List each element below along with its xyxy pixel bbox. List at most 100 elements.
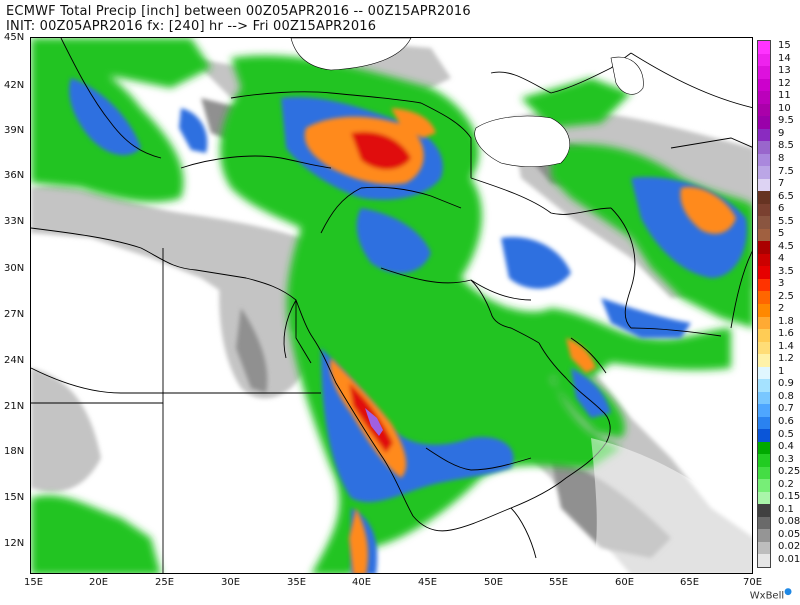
legend-label: 0.1 [778,503,794,515]
legend-swatch [758,253,770,267]
legend-label: 3.5 [778,265,794,277]
legend-swatch [758,91,770,105]
legend-label: 0.6 [778,415,794,427]
legend-label: 7 [778,178,785,190]
legend-label: 11 [778,90,791,102]
legend-swatch [758,479,770,493]
lon-label: 20E [89,577,109,588]
map-canvas [31,38,752,573]
legend-swatch [758,66,770,80]
legend-label: 0.02 [778,541,800,553]
legend-label: 0.15 [778,491,800,503]
lat-label: 18N [4,446,25,457]
legend-swatch [758,153,770,167]
legend-label: 9.5 [778,115,794,127]
legend-swatch [758,128,770,142]
lon-label: 25E [155,577,175,588]
legend-label: 8.5 [778,140,794,152]
lon-label: 65E [680,577,700,588]
lat-label: 30N [4,263,25,274]
legend-swatch [758,304,770,318]
legend-label: 0.4 [778,441,794,453]
lat-label: 39N [4,125,25,136]
legend-label: 8 [778,152,785,164]
legend-label: 12 [778,77,791,89]
lon-label: 35E [287,577,307,588]
legend-label: 2 [778,303,785,315]
legend-label: 2.5 [778,290,794,302]
peak-precip-area [365,408,383,436]
legend-swatch [758,454,770,468]
legend-swatch [758,429,770,443]
legend-label: 0.01 [778,553,800,565]
legend-swatch [758,241,770,255]
legend-label: 0.25 [778,466,800,478]
init-info: INIT: 00Z05APR2016 fx: [240] hr --> Fri … [6,19,377,34]
legend-swatch [758,191,770,205]
legend-swatch [758,53,770,67]
legend-swatch [758,266,770,280]
legend-swatch [758,554,770,568]
lat-label: 12N [4,538,25,549]
legend-swatch [758,291,770,305]
legend-swatch [758,354,770,368]
legend-swatch [758,516,770,530]
legend-swatch [758,216,770,230]
legend-label: 7.5 [778,165,794,177]
legend-label: 1 [778,365,785,377]
legend-swatch [758,329,770,343]
legend-swatch [758,391,770,405]
legend-label: 3 [778,278,785,290]
legend-label: 1.4 [778,340,794,352]
legend-swatch [758,366,770,380]
water-bodies [290,38,752,573]
legend-swatch [758,441,770,455]
lat-label: 24N [4,355,25,366]
legend-label: 10 [778,102,791,114]
lon-label: 15E [24,577,44,588]
legend-swatch [758,141,770,155]
legend-label: 1.8 [778,315,794,327]
legend-swatch [758,278,770,292]
legend-swatch [758,504,770,518]
lat-label: 45N [4,32,25,43]
legend-label: 1.6 [778,328,794,340]
legend-swatch [758,78,770,92]
legend-label: 5 [778,228,785,240]
legend-label: 14 [778,52,791,64]
legend-label: 0.3 [778,453,794,465]
lon-label: 60E [615,577,635,588]
legend-swatch [758,116,770,130]
legend-label: 0.08 [778,516,800,528]
legend-label: 0.9 [778,378,794,390]
lon-label: 50E [484,577,504,588]
lat-label: 36N [4,170,25,181]
lat-label: 42N [4,80,25,91]
lon-label: 45E [418,577,438,588]
legend-label: 0.05 [778,528,800,540]
lat-label: 27N [4,309,25,320]
lat-label: 21N [4,401,25,412]
legend-swatch [758,416,770,430]
legend-label: 0.8 [778,390,794,402]
legend-label: 0.5 [778,428,794,440]
legend-label: 6.5 [778,190,794,202]
legend-swatch [758,41,770,55]
legend-swatch [758,178,770,192]
legend-label: 9 [778,127,785,139]
legend-label: 15 [778,40,791,52]
lat-label: 33N [4,216,25,227]
legend-swatch [758,529,770,543]
map-title: ECMWF Total Precip [inch] between 00Z05A… [6,4,471,19]
legend-swatch [758,379,770,393]
legend-label: 0.2 [778,478,794,490]
lat-label: 15N [4,492,25,503]
legend-swatch [758,541,770,555]
legend-swatch [758,203,770,217]
legend-label: 0.7 [778,403,794,415]
legend-label: 5.5 [778,215,794,227]
legend-swatch [758,228,770,242]
legend-swatch [758,466,770,480]
lon-label: 40E [352,577,372,588]
lon-label: 70E [743,577,763,588]
